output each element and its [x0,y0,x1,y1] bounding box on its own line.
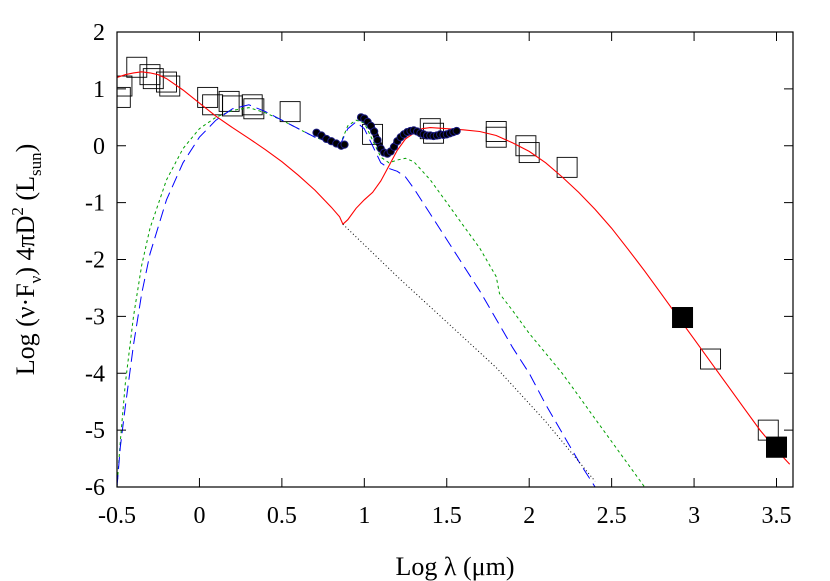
photometry-open-point [485,126,507,148]
y-tick-label: -2 [85,248,105,274]
x-axis-label: Log λ (μm) [396,552,515,581]
photometry-open-point [159,75,181,97]
photometry-open-point [518,142,540,164]
spectrum-point [370,127,379,136]
x-tick-label: 1.5 [432,503,462,529]
photometry-open-point [139,64,161,86]
photometry-open-point [700,348,722,370]
x-tick-label: 1 [358,503,370,529]
y-tick-label: -6 [85,475,105,501]
photometry-filled-point [672,307,694,329]
photometry-open-point [197,86,219,108]
x-tick-label: -0.5 [98,503,136,529]
photometry-open-point [126,56,148,78]
plot-area [117,56,791,487]
photometry-open-point [515,135,537,157]
series-line-total_model [117,71,791,465]
photometry-open-point [117,75,133,97]
y-tick-label: 2 [93,20,105,46]
spectrum-point [373,135,382,145]
spectrum-point [340,140,349,149]
x-tick-label: 3.5 [762,503,792,529]
plot-frame [116,31,794,488]
photometry-open-point [142,68,164,90]
photometry-open-point [117,86,131,108]
x-tick-label: 3 [688,503,700,529]
x-tick-label: 0.5 [267,503,297,529]
series-line-stellar [342,223,596,482]
x-tick-label: 2.5 [597,503,627,529]
spectrum-point [452,126,461,136]
tick-labels: -0.5 0 0.5 1 1.5 2 2.5 3 3.5 2 1 0 -1 -2 -3 -4 -5 -6 [85,20,792,529]
series-line-blue_model [117,104,596,487]
axis-ticks [116,31,793,488]
x-tick-label: 2 [523,503,535,529]
photometry-open-point [241,94,263,116]
y-tick-label: -4 [85,361,105,387]
y-tick-label: 0 [93,134,105,160]
photometry-open-point [556,156,578,178]
photometry-open-point [156,71,177,93]
x-tick-label: 0 [193,503,205,529]
y-tick-label: -5 [85,418,105,444]
photometry-filled-point [766,436,788,458]
y-tick-label: -3 [85,304,105,330]
series-line-green_model [117,107,646,487]
y-axis-label: Log (ν·Fν) 4πD2 (Lsun) [8,144,45,376]
y-tick-label: -1 [85,191,105,217]
y-tick-label: 1 [93,77,105,103]
photometry-open-point [279,101,301,123]
